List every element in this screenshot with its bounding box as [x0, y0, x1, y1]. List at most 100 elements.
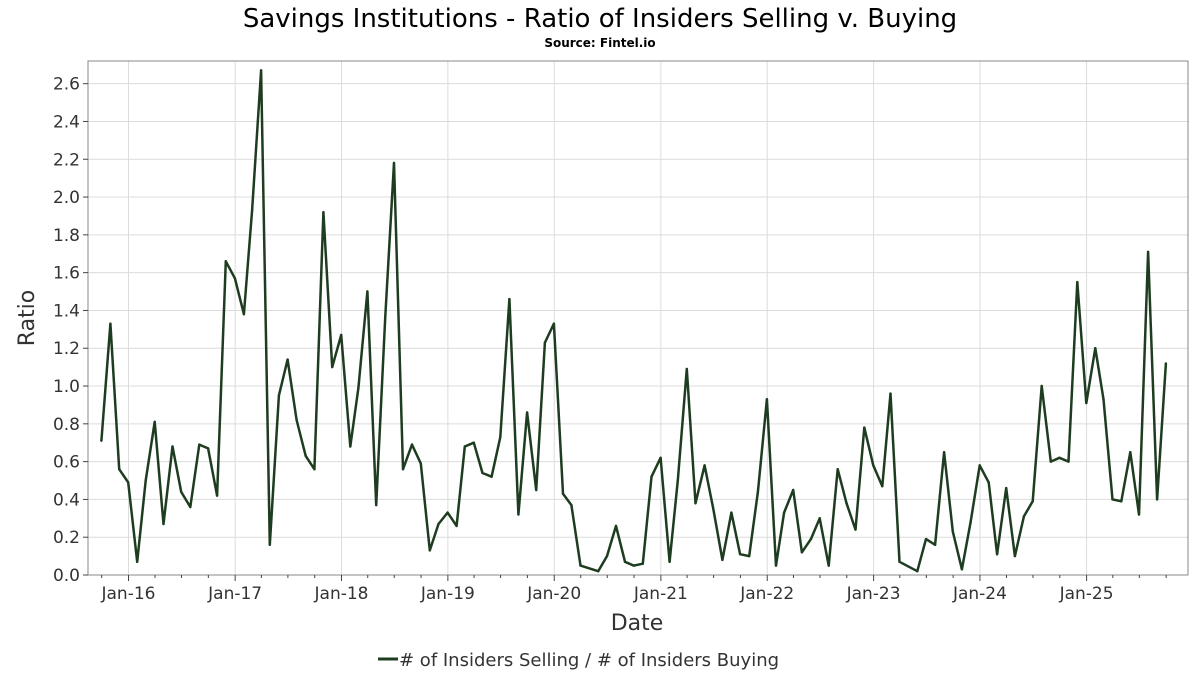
data-point [349, 445, 352, 448]
data-point [552, 322, 556, 325]
series-line [100, 69, 1168, 573]
data-point [410, 443, 414, 446]
data-point [1146, 250, 1150, 254]
data-point [508, 297, 511, 301]
data-point [1076, 280, 1079, 284]
y-axis-label: Ratio [15, 290, 40, 346]
data-point [215, 494, 219, 497]
y-tick-label: 0.0 [53, 566, 80, 586]
data-point [809, 537, 813, 541]
x-tick-label: Jan-25 [1059, 584, 1114, 604]
data-point [659, 456, 662, 459]
data-point [836, 468, 839, 471]
data-point [614, 524, 618, 528]
x-tick-label: Jan-18 [314, 584, 369, 604]
data-point [1005, 486, 1008, 490]
data-point [490, 475, 493, 478]
data-point [357, 386, 360, 390]
x-tick-label: Jan-17 [207, 584, 262, 604]
data-point [738, 553, 742, 556]
chart-title: Savings Institutions - Ratio of Insiders… [243, 4, 957, 34]
data-point [1137, 513, 1141, 516]
y-tick-label: 0.4 [53, 490, 80, 510]
data-point [570, 503, 573, 507]
data-point [428, 549, 431, 552]
y-tick-label: 2.6 [53, 75, 80, 95]
data-point [924, 537, 928, 541]
data-point [100, 439, 103, 442]
data-point [765, 398, 769, 401]
data-point [1022, 515, 1026, 518]
data-point [969, 520, 972, 524]
data-point [712, 507, 715, 511]
data-point [268, 543, 271, 546]
legend: # of Insiders Selling / # of Insiders Bu… [378, 650, 779, 671]
data-point [1013, 554, 1017, 558]
data-point [756, 490, 760, 494]
axis-ticks: 0.0 0.2 0.4 0.6 0.8 1.0 1.2 1.4 1.6 1.8 2.0 2.2 2.4 2… [53, 75, 1167, 604]
data-point [933, 543, 937, 546]
series-layer [100, 69, 1168, 573]
plot-frame [87, 60, 1189, 576]
x-tick-label: Jan-24 [952, 584, 1007, 604]
data-point [525, 411, 529, 414]
data-point [331, 365, 334, 369]
y-tick-label: 2.4 [53, 112, 80, 132]
y-tick-label: 2.2 [53, 150, 80, 170]
data-point [127, 481, 130, 484]
data-point [206, 447, 210, 450]
data-point [250, 209, 254, 212]
data-point [818, 517, 821, 520]
y-tick-label: 0.8 [53, 415, 80, 435]
data-point [322, 211, 325, 214]
data-point [845, 502, 848, 505]
data-point [392, 161, 396, 165]
x-tick-label: Jan-21 [633, 584, 688, 604]
data-point [517, 513, 520, 516]
data-point [463, 445, 466, 448]
data-point [987, 481, 990, 484]
data-point [455, 524, 458, 528]
y-tick-label: 1.6 [53, 264, 80, 284]
y-tick-label: 0.6 [53, 453, 80, 473]
data-point [295, 418, 298, 422]
data-point [384, 316, 387, 320]
data-point [1058, 456, 1061, 459]
data-point [827, 564, 830, 567]
data-point [792, 488, 795, 492]
data-point [1111, 498, 1114, 501]
x-tick-label: Jan-19 [420, 584, 475, 604]
data-point [748, 554, 751, 558]
data-point [419, 462, 422, 465]
data-point [224, 260, 227, 263]
data-point [277, 394, 281, 397]
data-point [366, 290, 369, 293]
data-point [109, 322, 112, 325]
data-point [685, 367, 688, 371]
data-point [889, 392, 892, 395]
data-point [632, 564, 635, 567]
data-point [650, 475, 653, 478]
data-point [118, 468, 121, 471]
data-point [375, 503, 378, 507]
data-point [703, 464, 706, 467]
data-point [472, 441, 475, 444]
data-point [800, 551, 804, 554]
data-point [854, 528, 857, 531]
y-tick-label: 2.0 [53, 188, 80, 208]
data-point [1155, 498, 1159, 501]
data-point [605, 554, 609, 558]
data-point [144, 479, 147, 482]
data-point [162, 522, 165, 526]
data-point [499, 435, 502, 439]
x-tick-label: Jan-22 [739, 584, 794, 604]
data-point [259, 69, 263, 72]
data-point [641, 562, 644, 565]
data-point [313, 468, 316, 471]
x-tick-label: Jan-16 [101, 584, 156, 604]
data-point [180, 490, 183, 494]
data-point [446, 511, 449, 514]
data-point [561, 492, 565, 495]
data-point [623, 560, 627, 563]
